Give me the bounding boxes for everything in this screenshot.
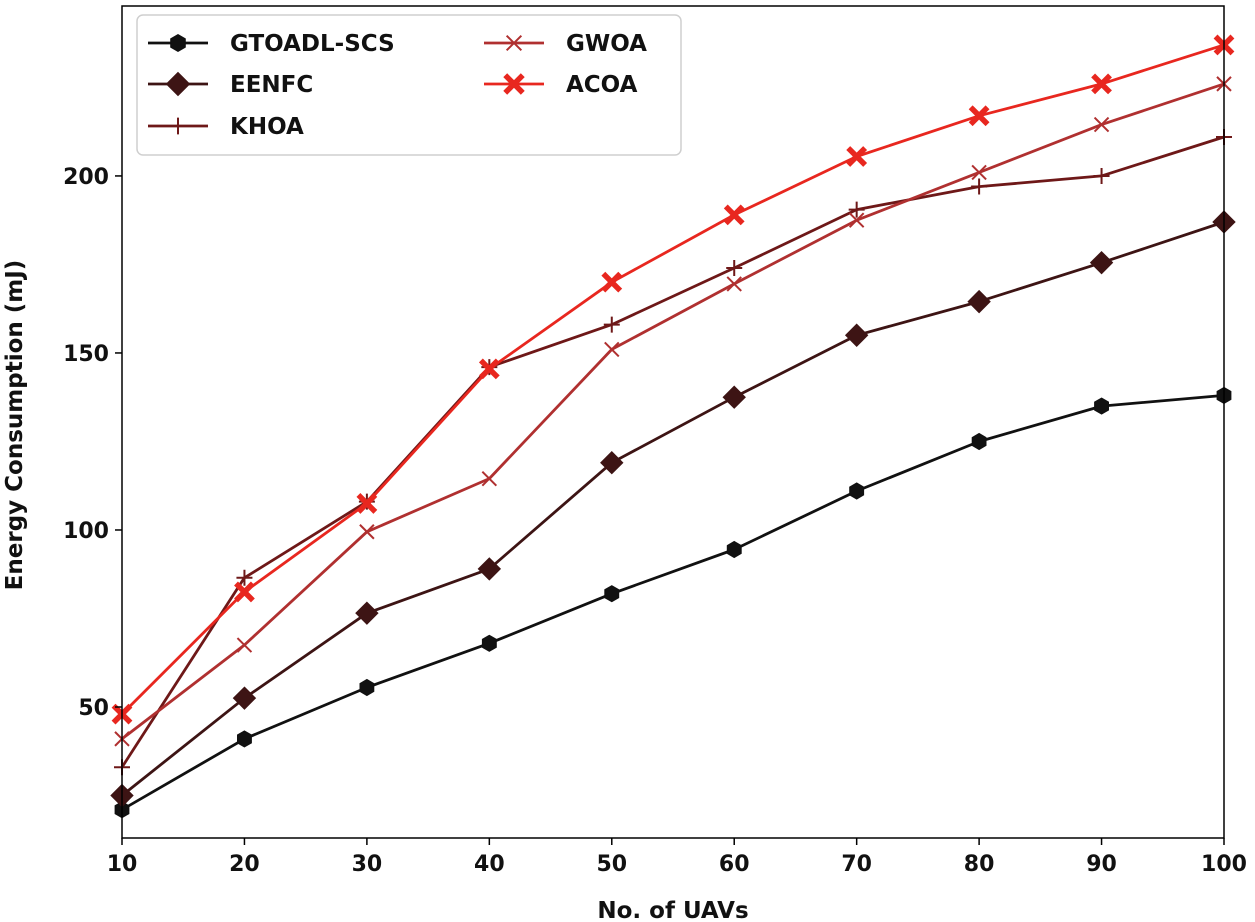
series-markers bbox=[110, 34, 1236, 819]
point-acoa-40 bbox=[478, 358, 500, 380]
y-tick-label-200: 200 bbox=[63, 165, 109, 190]
axes-frame bbox=[121, 5, 1225, 839]
point-khoa-20 bbox=[236, 569, 253, 586]
point-acoa-50 bbox=[601, 271, 623, 293]
x-tick-label-90: 90 bbox=[1086, 852, 1117, 877]
y-tick-label-150: 150 bbox=[63, 342, 109, 367]
point-gtoadl-scs-70 bbox=[849, 482, 865, 500]
point-acoa-70 bbox=[846, 146, 868, 167]
x-tick-label-70: 70 bbox=[841, 852, 872, 877]
legend-marker-eenfc bbox=[165, 71, 191, 97]
point-gtoadl-scs-50 bbox=[604, 585, 620, 603]
x-tick-label-10: 10 bbox=[107, 852, 138, 877]
legend-marker-khoa bbox=[169, 117, 187, 135]
point-gwoa-60 bbox=[726, 276, 742, 292]
point-eenfc-40 bbox=[477, 557, 502, 581]
point-eenfc-90 bbox=[1089, 250, 1114, 275]
x-tick-label-100: 100 bbox=[1201, 852, 1247, 877]
y-tick-label-100: 100 bbox=[63, 519, 109, 544]
point-gwoa-40 bbox=[481, 470, 498, 487]
point-eenfc-70 bbox=[844, 323, 869, 347]
point-acoa-30 bbox=[356, 493, 378, 514]
legend-box bbox=[136, 14, 682, 156]
legend-marker-acoa bbox=[503, 73, 525, 95]
point-eenfc-60 bbox=[722, 385, 746, 409]
series-line-eenfc bbox=[121, 220, 1225, 797]
point-acoa-60 bbox=[723, 204, 745, 226]
series-line-acoa bbox=[121, 43, 1225, 716]
legend-label-gtoadl-scs: GTOADL-SCS bbox=[230, 31, 395, 57]
legend: GTOADL-SCS EENFC KHOA GWOA ACOA bbox=[136, 14, 682, 156]
point-khoa-50 bbox=[603, 316, 620, 333]
point-khoa-80 bbox=[971, 178, 988, 195]
y-tick-label-50: 50 bbox=[78, 696, 109, 721]
point-gwoa-80 bbox=[971, 164, 987, 181]
axes: 10 20 30 40 50 60 70 80 90 100 50 100 150 200 bbox=[63, 5, 1247, 877]
point-khoa-90 bbox=[1093, 167, 1110, 184]
point-eenfc-50 bbox=[600, 451, 624, 475]
legend-marker-gtoadl-scs bbox=[170, 34, 186, 52]
point-eenfc-30 bbox=[355, 601, 379, 625]
x-tick-label-20: 20 bbox=[229, 852, 260, 877]
x-axis-label: No. of UAVs bbox=[597, 898, 748, 922]
y-axis-label: Energy Consumption (mJ) bbox=[2, 260, 28, 591]
x-tick-label-50: 50 bbox=[596, 852, 627, 877]
point-gwoa-70 bbox=[848, 212, 865, 228]
legend-label-acoa: ACOA bbox=[566, 72, 638, 98]
point-khoa-60 bbox=[726, 259, 743, 276]
legend-label-gwoa: GWOA bbox=[566, 31, 647, 57]
series-line-gwoa bbox=[121, 82, 1225, 741]
point-acoa-80 bbox=[968, 105, 990, 127]
series-line-gtoadl-scs bbox=[121, 394, 1225, 811]
point-gwoa-30 bbox=[359, 524, 375, 540]
x-tick-label-60: 60 bbox=[719, 852, 750, 877]
x-tick-label-30: 30 bbox=[352, 852, 383, 877]
point-gwoa-50 bbox=[604, 341, 620, 358]
x-tick-label-80: 80 bbox=[964, 852, 995, 877]
x-tick-label-40: 40 bbox=[474, 852, 505, 877]
point-eenfc-80 bbox=[967, 289, 991, 314]
point-gtoadl-scs-30 bbox=[359, 678, 375, 697]
point-acoa-90 bbox=[1091, 73, 1112, 95]
point-acoa-20 bbox=[234, 581, 255, 603]
point-khoa-70 bbox=[848, 201, 865, 218]
point-gtoadl-scs-20 bbox=[237, 730, 252, 748]
legend-label-khoa: KHOA bbox=[230, 114, 304, 140]
series-lines bbox=[120, 43, 1225, 811]
legend-marker-gwoa bbox=[505, 34, 523, 52]
series-line-khoa bbox=[120, 135, 1225, 768]
point-gwoa-20 bbox=[236, 637, 253, 653]
point-gwoa-90 bbox=[1093, 116, 1110, 133]
point-gtoadl-scs-40 bbox=[481, 634, 497, 652]
point-gtoadl-scs-80 bbox=[971, 432, 987, 451]
point-gtoadl-scs-60 bbox=[726, 540, 742, 559]
legend-label-eenfc: EENFC bbox=[230, 72, 313, 98]
point-gtoadl-scs-90 bbox=[1094, 397, 1109, 415]
point-eenfc-20 bbox=[232, 686, 257, 710]
